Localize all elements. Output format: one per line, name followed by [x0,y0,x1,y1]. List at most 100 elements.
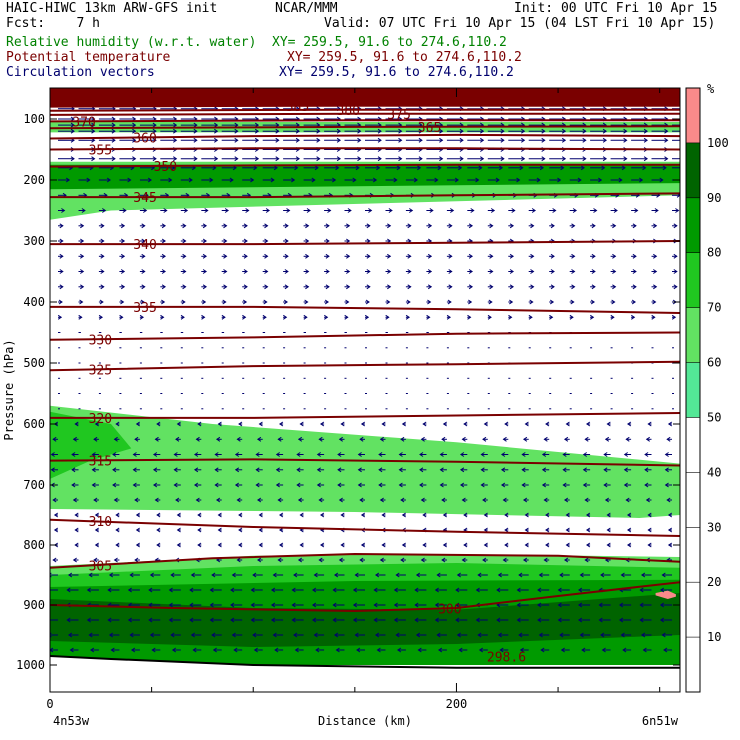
wind-vector [528,253,535,259]
wind-vector-head [148,617,153,623]
wind-vector [275,452,284,457]
theta-contour-340 [50,240,680,246]
wind-vector-head [434,587,439,593]
wind-vector-head [303,314,308,320]
wind-vector [640,572,652,578]
wind-vector [500,452,509,457]
wind-vector-head [93,557,98,563]
wind-vector [58,223,64,229]
wind-vector-head [270,587,276,593]
wind-vector [480,467,488,473]
wind-vector-head [455,587,460,593]
colorbar-label-100: 100 [707,136,729,150]
wind-vector [439,482,447,488]
wind-vector-head [511,208,516,213]
wind-vector-head [318,557,323,563]
wind-vector [297,436,304,442]
wind-vector-head [291,602,296,608]
wind-vector-head [434,617,439,623]
wind-vector-head [335,647,340,653]
wind-vector [94,542,99,548]
wind-vector [385,223,392,229]
wind-vector-head [120,299,125,305]
wind-vector-head [325,238,330,244]
wind-vector-head [659,602,665,608]
wind-vector-head [381,512,386,518]
wind-vector [335,647,345,653]
y-tick-label-400: 400 [23,295,45,309]
wind-vector [631,165,647,171]
wind-vector [497,572,509,578]
wind-vector-head [442,542,447,548]
wind-vector [651,165,667,171]
wind-vector [78,208,86,213]
wind-vector [483,512,488,518]
wind-vector-head [50,452,55,457]
wind-vector-head [214,137,219,143]
wind-vector [610,208,618,213]
wind-vector-head [229,177,234,183]
wind-vector-head [59,238,64,244]
wind-vector [275,482,284,488]
wind-vector-head [115,512,120,518]
wind-vector [197,512,202,518]
wind-vector [324,128,342,134]
wind-vector-head [537,602,542,608]
wind-vector [400,557,406,563]
wind-vector [319,542,325,548]
wind-vector [250,587,263,593]
wind-vector-head [58,299,63,305]
wind-vector [242,269,248,274]
wind-vector [543,557,550,563]
wind-vector [94,527,99,533]
wind-vector [303,137,321,143]
wind-vector-head [414,602,419,608]
wind-vector [626,512,632,518]
wind-vector [359,557,365,563]
wind-vector [467,223,474,229]
wind-vector [86,617,99,623]
wind-vector-head [211,632,216,638]
wind-vector-head [463,421,468,427]
wind-vector [319,512,325,518]
wind-vector [379,557,386,563]
wind-vector-head [99,299,104,305]
wind-vector-head [441,497,446,503]
wind-vector-head [170,572,175,578]
wind-vector-head [346,253,351,259]
wind-vector-head [601,165,606,171]
wind-vector [610,177,623,183]
wind-vector [521,452,529,457]
wind-vector [139,299,145,305]
wind-vector-head [577,602,583,608]
wind-vector-head [152,122,157,128]
wind-vector-head [91,128,96,134]
wind-vector [549,314,554,320]
wind-vector [672,208,680,213]
wind-vector [549,177,562,183]
colorbar-label-30: 30 [707,520,721,534]
wind-vector [378,467,386,473]
wind-vector [626,421,632,427]
wind-vector-head [152,137,157,143]
wind-vector-head [291,177,296,183]
wind-vector [422,542,427,548]
wind-vector-head [582,128,587,134]
wind-vector [221,284,228,290]
wind-vector [338,497,345,503]
wind-vector [115,512,120,518]
wind-vector [344,284,351,290]
wind-vector [78,156,96,162]
wind-vector-head [234,156,239,162]
wind-vector [236,497,243,503]
wind-vector-head [667,421,673,427]
wind-vector [569,165,586,171]
wind-vector-head [297,436,303,442]
wind-vector [242,253,248,259]
rh-region-3 [50,405,680,518]
wind-vector-head [436,572,441,578]
wind-vector-head [398,467,403,473]
wind-vector [405,128,423,134]
wind-vector [303,177,316,183]
wind-vector [180,137,198,143]
